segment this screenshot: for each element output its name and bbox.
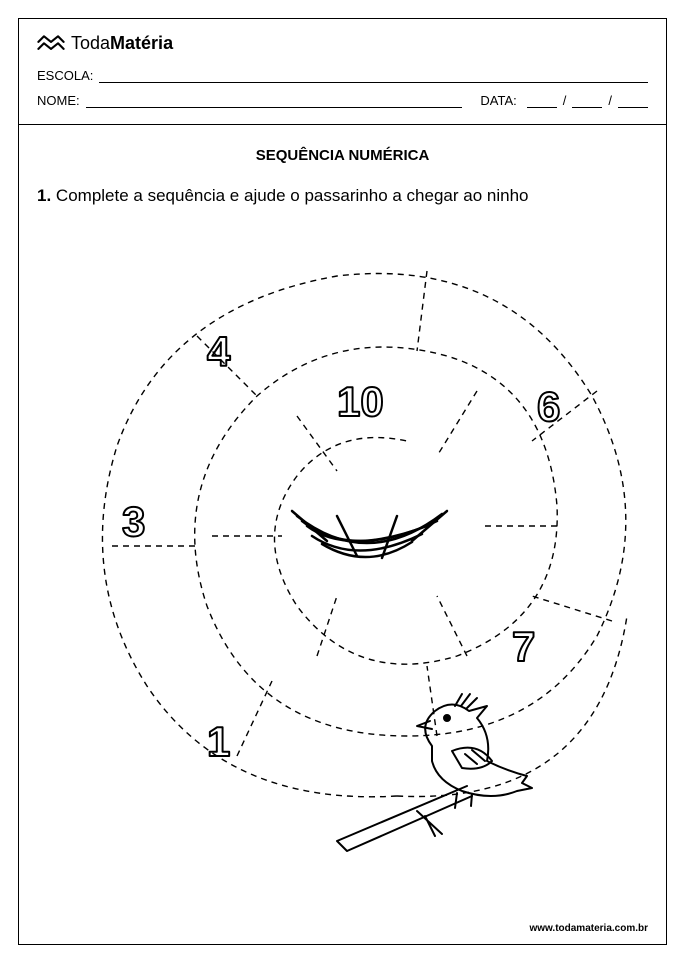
footer-url: www.todamateria.com.br [529, 923, 648, 934]
nest-icon [292, 511, 447, 558]
number-6: 6 [537, 383, 560, 430]
date-year[interactable] [618, 94, 648, 108]
escola-label: ESCOLA: [37, 68, 93, 83]
worksheet-title: SEQUÊNCIA NUMÉRICA [37, 147, 648, 164]
nome-line[interactable] [86, 94, 463, 108]
data-label: DATA: [480, 93, 516, 108]
number-10: 10 [337, 378, 384, 425]
date-month[interactable] [572, 94, 602, 108]
logo-text: TodaMatéria [71, 33, 173, 54]
number-7: 7 [512, 623, 535, 670]
escola-line[interactable] [99, 69, 648, 83]
worksheet-page: TodaMatéria ESCOLA: NOME: DATA: / / SEQU… [0, 0, 685, 969]
number-3: 3 [122, 498, 145, 545]
number-4: 4 [207, 328, 231, 375]
logo-icon [37, 34, 65, 54]
instruction: 1. Complete a sequência e ajude o passar… [37, 186, 648, 206]
nome-row: NOME: DATA: / / [37, 93, 648, 108]
logo: TodaMatéria [37, 33, 648, 54]
header-box: TodaMatéria ESCOLA: NOME: DATA: / / [18, 18, 667, 125]
nome-label: NOME: [37, 93, 80, 108]
content-box: SEQUÊNCIA NUMÉRICA 1. Complete a sequênc… [18, 125, 667, 945]
date-group: DATA: / / [480, 93, 648, 108]
spiral-maze: 1 3 4 6 7 10 [37, 216, 648, 856]
date-day[interactable] [527, 94, 557, 108]
instruction-number: 1. [37, 186, 51, 205]
escola-row: ESCOLA: [37, 68, 648, 83]
number-1: 1 [207, 718, 230, 765]
instruction-text: Complete a sequência e ajude o passarinh… [56, 186, 529, 205]
bird-icon [337, 694, 532, 851]
